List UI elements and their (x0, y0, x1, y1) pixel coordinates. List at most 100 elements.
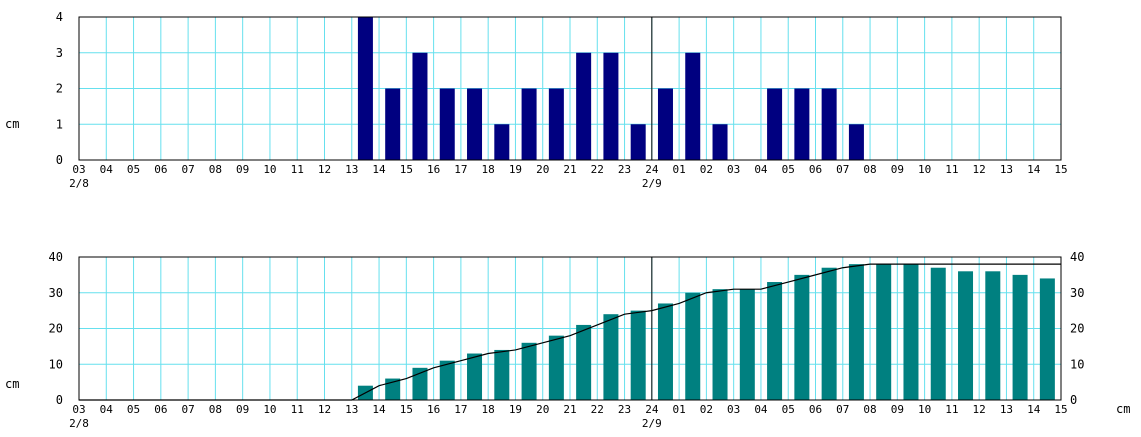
x-tick-label: 06 (154, 403, 167, 416)
x-tick-label: 15 (1054, 163, 1067, 176)
bar (685, 52, 701, 160)
bar (985, 271, 1001, 400)
date-label: 2/8 (69, 417, 89, 430)
x-tick-label: 03 (727, 403, 740, 416)
bar (794, 88, 810, 160)
x-tick-label: 02 (700, 163, 713, 176)
x-tick-label: 06 (154, 163, 167, 176)
x-tick-label: 09 (236, 403, 249, 416)
x-tick-label: 17 (454, 403, 467, 416)
x-tick-label: 03 (72, 163, 85, 176)
bar (958, 271, 974, 400)
bar (576, 52, 592, 160)
y-axis-unit-label: cm (5, 117, 19, 131)
x-tick-label: 20 (536, 163, 549, 176)
y-tick-label-right: 0 (1070, 393, 1077, 407)
x-tick-label: 15 (400, 403, 413, 416)
x-tick-label: 14 (1027, 403, 1041, 416)
bar (385, 88, 401, 160)
x-tick-label: 11 (945, 403, 958, 416)
x-tick-label: 12 (318, 403, 331, 416)
bar (630, 310, 646, 400)
x-tick-label: 01 (672, 403, 685, 416)
x-tick-label: 22 (591, 163, 604, 176)
x-tick-label: 01 (672, 163, 685, 176)
bar (685, 292, 701, 400)
x-tick-label: 08 (209, 403, 222, 416)
x-tick-label: 16 (427, 163, 440, 176)
y-tick-label: 20 (49, 322, 63, 336)
bar (412, 367, 428, 400)
bar (1039, 278, 1055, 400)
x-tick-label: 04 (754, 163, 768, 176)
bar (903, 264, 919, 400)
x-tick-label: 16 (427, 403, 440, 416)
bar (521, 88, 537, 160)
bar (548, 335, 564, 400)
x-tick-label: 12 (973, 163, 986, 176)
x-tick-label: 14 (372, 403, 386, 416)
x-tick-label: 04 (100, 403, 114, 416)
bar (1012, 274, 1028, 400)
y-tick-label-right: 10 (1070, 357, 1084, 371)
bar (385, 378, 401, 400)
x-tick-label: 13 (1000, 403, 1013, 416)
x-tick-label: 21 (563, 163, 576, 176)
x-tick-label: 04 (100, 163, 114, 176)
y-tick-label: 2 (56, 82, 63, 96)
date-label: 2/8 (69, 177, 89, 190)
bar (439, 88, 455, 160)
x-tick-label: 12 (973, 403, 986, 416)
x-tick-label: 08 (863, 163, 876, 176)
date-label: 2/9 (642, 417, 662, 430)
x-tick-label: 13 (345, 403, 358, 416)
x-tick-label: 09 (891, 163, 904, 176)
x-tick-label: 09 (891, 403, 904, 416)
bar (739, 289, 755, 400)
x-tick-label: 05 (782, 163, 795, 176)
bar (630, 124, 646, 160)
y-tick-label: 1 (56, 117, 63, 131)
x-tick-label: 19 (509, 403, 522, 416)
x-tick-label: 07 (836, 403, 849, 416)
bar (603, 314, 619, 400)
x-tick-label: 17 (454, 163, 467, 176)
y-axis-unit-label: cm (5, 377, 19, 391)
x-tick-label: 15 (1054, 403, 1067, 416)
y-tick-label: 40 (49, 250, 63, 264)
bar (712, 124, 728, 160)
x-tick-label: 23 (618, 163, 631, 176)
bar (494, 124, 510, 160)
y-tick-label-right: 40 (1070, 250, 1084, 264)
y-tick-label: 4 (56, 10, 63, 24)
x-tick-label: 05 (782, 403, 795, 416)
y-axis-unit-label-right: cm (1116, 402, 1130, 416)
x-tick-label: 08 (209, 163, 222, 176)
bar (576, 324, 592, 400)
x-tick-label: 19 (509, 163, 522, 176)
bar (412, 52, 428, 160)
y-tick-label: 0 (56, 153, 63, 167)
bar (821, 267, 837, 400)
x-tick-label: 20 (536, 403, 549, 416)
x-tick-label: 22 (591, 403, 604, 416)
x-tick-label: 21 (563, 403, 576, 416)
x-tick-label: 10 (263, 403, 276, 416)
x-tick-label: 06 (809, 163, 822, 176)
x-tick-label: 23 (618, 403, 631, 416)
x-tick-label: 09 (236, 163, 249, 176)
x-tick-label: 02 (700, 403, 713, 416)
x-tick-label: 10 (263, 163, 276, 176)
x-tick-label: 18 (482, 403, 495, 416)
bar (439, 360, 455, 400)
x-tick-label: 14 (372, 163, 386, 176)
x-tick-label: 24 (645, 163, 659, 176)
bar (767, 282, 783, 400)
x-tick-label: 07 (181, 403, 194, 416)
x-tick-label: 15 (400, 163, 413, 176)
bar (467, 88, 483, 160)
x-tick-label: 04 (754, 403, 768, 416)
